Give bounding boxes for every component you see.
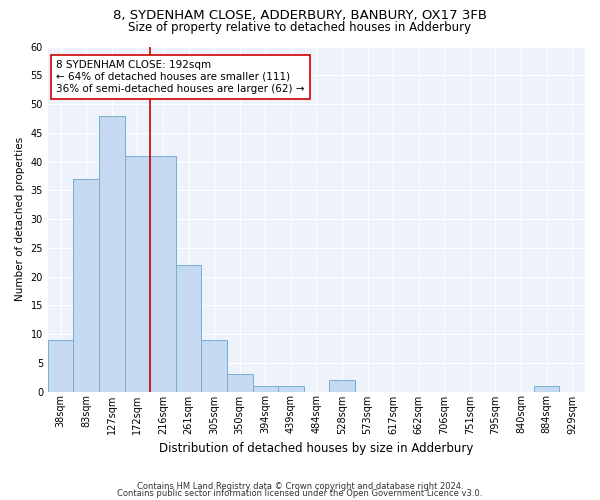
Bar bbox=[176, 265, 202, 392]
Bar bbox=[278, 386, 304, 392]
Bar bbox=[125, 156, 150, 392]
Text: Contains public sector information licensed under the Open Government Licence v3: Contains public sector information licen… bbox=[118, 489, 482, 498]
Y-axis label: Number of detached properties: Number of detached properties bbox=[15, 137, 25, 301]
Bar bbox=[253, 386, 278, 392]
Text: Size of property relative to detached houses in Adderbury: Size of property relative to detached ho… bbox=[128, 21, 472, 34]
Bar bbox=[48, 340, 73, 392]
Bar bbox=[329, 380, 355, 392]
Text: Contains HM Land Registry data © Crown copyright and database right 2024.: Contains HM Land Registry data © Crown c… bbox=[137, 482, 463, 491]
Bar bbox=[227, 374, 253, 392]
Bar bbox=[73, 179, 99, 392]
X-axis label: Distribution of detached houses by size in Adderbury: Distribution of detached houses by size … bbox=[159, 442, 473, 455]
Bar bbox=[150, 156, 176, 392]
Bar bbox=[202, 340, 227, 392]
Text: 8, SYDENHAM CLOSE, ADDERBURY, BANBURY, OX17 3FB: 8, SYDENHAM CLOSE, ADDERBURY, BANBURY, O… bbox=[113, 9, 487, 22]
Bar bbox=[534, 386, 559, 392]
Bar bbox=[99, 116, 125, 392]
Text: 8 SYDENHAM CLOSE: 192sqm
← 64% of detached houses are smaller (111)
36% of semi-: 8 SYDENHAM CLOSE: 192sqm ← 64% of detach… bbox=[56, 60, 304, 94]
